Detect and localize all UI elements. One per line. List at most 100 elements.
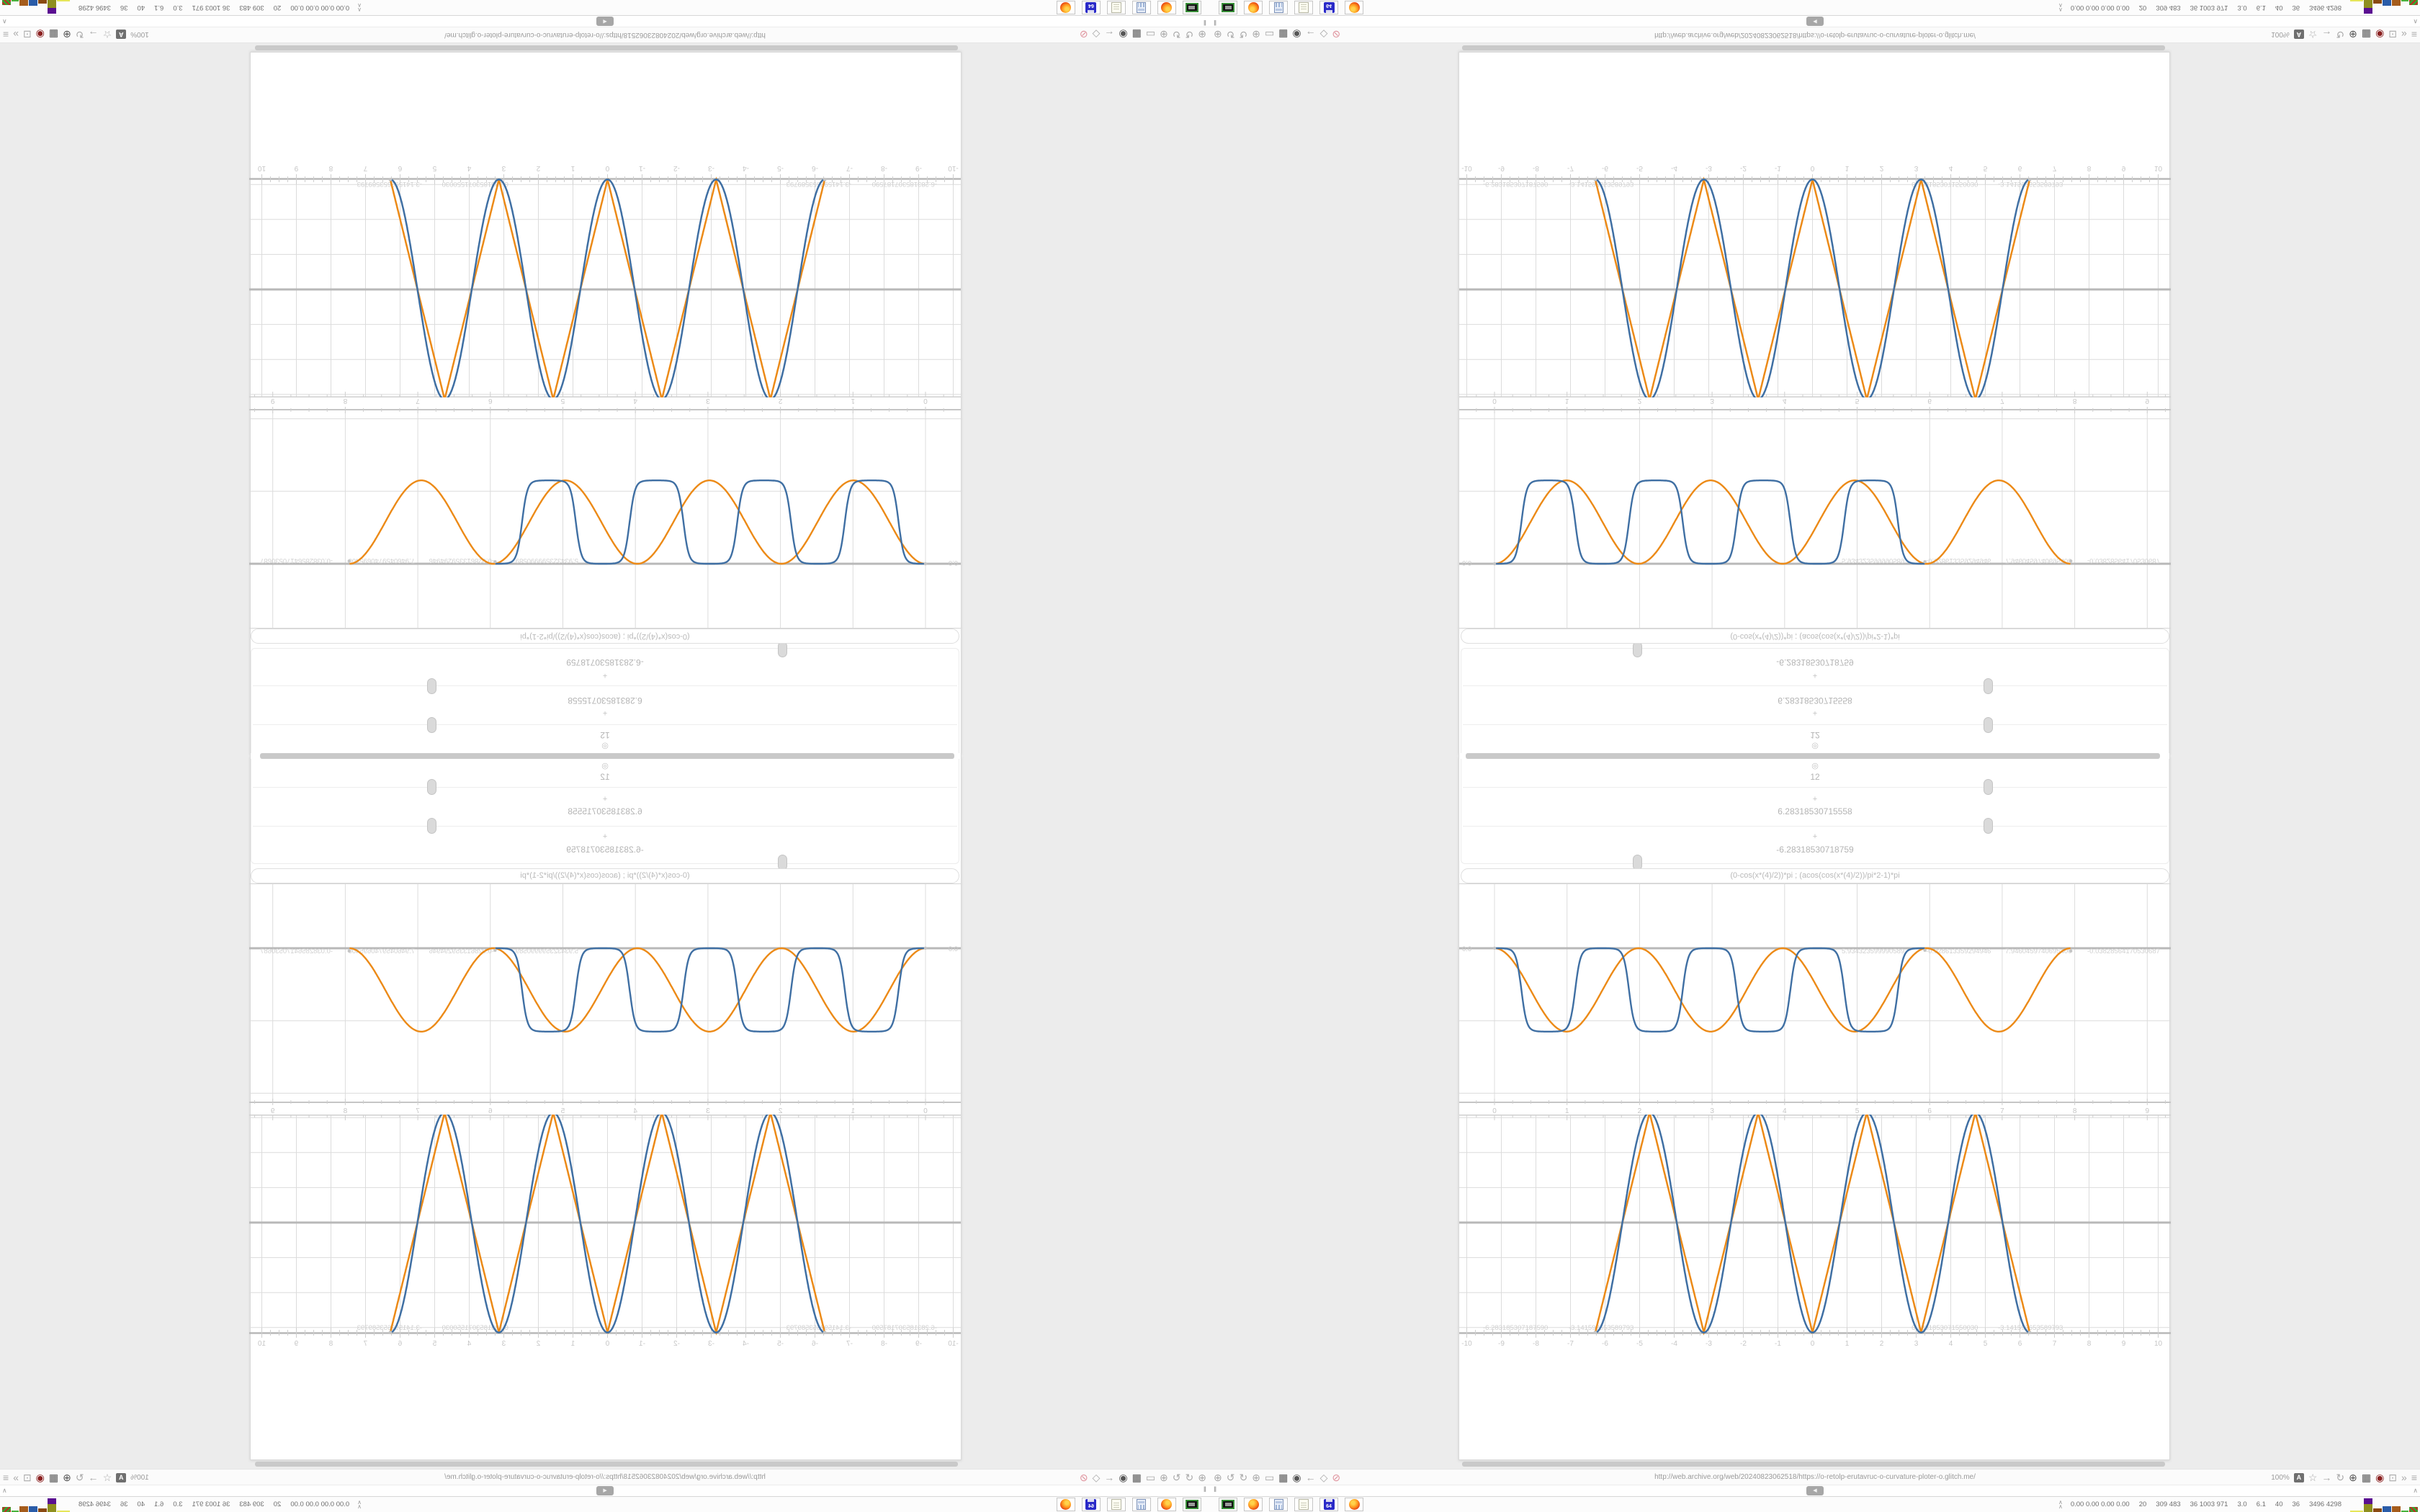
globe-plus-icon[interactable]: ⊕ xyxy=(1252,1472,1260,1483)
expand-chevron-icon[interactable]: ∧ ∧ xyxy=(2058,2,2062,14)
pause-bars-icon[interactable]: ‖ xyxy=(1214,18,1217,26)
puzzle-icon[interactable]: ⊡ xyxy=(22,1472,32,1483)
star-icon[interactable]: ☆ xyxy=(102,1472,112,1483)
pause-bars-icon[interactable]: ‖ xyxy=(1203,1486,1206,1494)
shield-outline-icon[interactable]: ◇ xyxy=(1092,29,1101,40)
translate-icon[interactable]: A xyxy=(116,30,127,40)
wave-graph-lower[interactable]: -10-9-8-7-6-5-4-3-2-1012345678910-6.2831… xyxy=(249,137,961,397)
formula-input[interactable]: (0-cos(x*(4)/2))*pi ; (acos(cos(x*(4)/2)… xyxy=(251,868,959,883)
taskbar-app-firefox[interactable] xyxy=(1157,1,1176,14)
taskbar-app-calculator[interactable] xyxy=(1132,1498,1151,1511)
globe-icon[interactable]: ⊕ xyxy=(63,29,71,40)
no-bookmark-icon[interactable]: ⊘ xyxy=(1079,29,1088,40)
gauge-right-icon[interactable]: ↻ xyxy=(1172,1472,1181,1483)
forward-arrow-icon[interactable]: → xyxy=(2321,1472,2332,1483)
folder-icon[interactable]: ▭ xyxy=(1264,29,1275,40)
folder-icon[interactable]: ▭ xyxy=(1145,29,1156,40)
taskbar-app-terminal[interactable] xyxy=(1219,1,1237,14)
slider-knob-1[interactable] xyxy=(1984,779,1993,795)
puzzle-icon[interactable]: ⊡ xyxy=(22,29,32,40)
formula-input[interactable]: (0-cos(x*(4)/2))*pi ; (acos(cos(x*(4)/2)… xyxy=(1461,868,2169,883)
taskbar-app-firefox[interactable] xyxy=(1244,1498,1263,1511)
taskbar-app-notepad[interactable] xyxy=(1107,1,1126,14)
url-bar[interactable]: http://web.archive.org/web/2024082306251… xyxy=(444,1473,766,1481)
globe-plus-icon[interactable]: ⊕ xyxy=(1160,29,1168,40)
segments-value[interactable]: 12 xyxy=(1810,772,1820,782)
gauge-right-icon[interactable]: ↻ xyxy=(1239,1472,1248,1483)
pause-bars-icon[interactable]: ‖ xyxy=(1203,18,1206,26)
wave-graph-upper[interactable]: 0 1 2 3 4 5 6 7 8 9 0.0 5.934323599990589 -0.0286133… xyxy=(1459,883,2171,1115)
collapse-chevron-icon[interactable]: ∧ xyxy=(2,18,7,25)
slider-knob-1[interactable] xyxy=(427,717,436,733)
horizontal-scrollbar[interactable] xyxy=(1462,1462,2165,1467)
segments-value[interactable]: 12 xyxy=(600,772,610,782)
puzzle-icon[interactable]: ⊡ xyxy=(2388,1472,2398,1483)
expand-chevron-icon[interactable]: ∧ ∧ xyxy=(2058,1498,2063,1510)
translate-icon[interactable]: A xyxy=(2293,30,2304,40)
shield-outline-icon[interactable]: ◇ xyxy=(1319,29,1328,40)
folder-icon[interactable]: ▭ xyxy=(1145,1472,1156,1483)
zoom-circle-icon[interactable]: ⊕ xyxy=(1214,1472,1222,1483)
overflow-chevrons-icon[interactable]: » xyxy=(13,29,19,40)
gauge-left-icon[interactable]: ↺ xyxy=(1185,29,1194,40)
globe-plus-icon[interactable]: ⊕ xyxy=(1252,29,1260,40)
taskbar-app-calculator[interactable] xyxy=(1269,1498,1288,1511)
horizontal-scrollbar[interactable] xyxy=(255,1462,958,1467)
overflow-chevrons-icon[interactable]: » xyxy=(2401,1472,2407,1483)
trash-icon-2[interactable]: ▦ xyxy=(2361,1472,2372,1483)
upper-bound-value[interactable]: 6.28318530715558 xyxy=(1778,806,1852,816)
collapse-chevron-icon[interactable]: ∧ xyxy=(2,1487,7,1494)
reload-icon[interactable]: ↻ xyxy=(75,29,84,40)
badge-icon[interactable]: ◉ xyxy=(1292,29,1301,40)
formula-input[interactable]: (0-cos(x*(4)/2))*pi ; (acos(cos(x*(4)/2)… xyxy=(251,629,959,644)
gauge-left-icon[interactable]: ↺ xyxy=(1226,1472,1235,1483)
wave-graph-upper[interactable]: 0 1 2 3 4 5 6 7 8 9 0.0 5.934323599990589 -0.0286133… xyxy=(249,397,961,629)
folder-icon[interactable]: ▭ xyxy=(1264,1472,1275,1483)
menu-icon[interactable]: ≡ xyxy=(2411,1472,2417,1483)
shield-alert-icon[interactable]: ◉ xyxy=(35,1472,45,1483)
back-arrow-icon[interactable]: ← xyxy=(1104,1472,1115,1483)
lower-bound-value[interactable]: -6.28318530718759 xyxy=(1776,657,1854,667)
star-icon[interactable]: ☆ xyxy=(2308,1472,2318,1483)
taskbar-app-firefox[interactable] xyxy=(1157,1498,1176,1511)
taskbar-app-calculator[interactable] xyxy=(1269,1,1288,14)
media-badge-icon[interactable]: ◀ xyxy=(1806,1486,1824,1495)
translate-icon[interactable]: A xyxy=(2293,1472,2304,1482)
trash-icon-2[interactable]: ▦ xyxy=(2361,29,2372,40)
zoom-level[interactable]: 100% xyxy=(2271,30,2290,39)
horizontal-scrollbar[interactable] xyxy=(1462,45,2165,50)
slider-knob-3[interactable] xyxy=(1633,642,1642,657)
overflow-chevrons-icon[interactable]: » xyxy=(2401,29,2407,40)
star-icon[interactable]: ☆ xyxy=(2308,29,2318,40)
menu-icon[interactable]: ≡ xyxy=(3,1472,9,1483)
page-top-scrollbar[interactable] xyxy=(260,753,954,756)
taskbar-app-terminal[interactable] xyxy=(1183,1498,1201,1511)
upper-bound-value[interactable]: 6.28318530715558 xyxy=(568,696,642,706)
shield-outline-icon[interactable]: ◇ xyxy=(1319,1472,1328,1483)
taskbar-app-terminal[interactable] xyxy=(1219,1498,1237,1511)
taskbar-app-firefox[interactable] xyxy=(1345,1,1363,14)
slider-knob-1[interactable] xyxy=(427,779,436,795)
segments-value[interactable]: 12 xyxy=(600,730,610,740)
collapse-chevron-icon[interactable]: ∧ xyxy=(2413,18,2418,25)
back-arrow-icon[interactable]: ← xyxy=(1104,29,1115,40)
zoom-circle-icon[interactable]: ⊕ xyxy=(1214,29,1222,40)
upper-bound-value[interactable]: 6.28318530715558 xyxy=(568,806,642,816)
translate-icon[interactable]: A xyxy=(116,1472,127,1482)
page-top-scrollbar[interactable] xyxy=(1466,753,2160,756)
zoom-level[interactable]: 100% xyxy=(130,1473,149,1482)
reload-icon[interactable]: ↻ xyxy=(75,1472,84,1483)
back-arrow-icon[interactable]: ← xyxy=(1305,1472,1316,1483)
pause-bars-icon[interactable]: ‖ xyxy=(1214,1486,1217,1494)
puzzle-icon[interactable]: ⊡ xyxy=(2388,29,2398,40)
url-bar[interactable]: http://web.archive.org/web/2024082306251… xyxy=(1654,31,1976,39)
horizontal-scrollbar[interactable] xyxy=(255,45,958,50)
segments-value[interactable]: 12 xyxy=(1810,730,1820,740)
globe-icon[interactable]: ⊕ xyxy=(2349,29,2357,40)
taskbar-app-firefox[interactable] xyxy=(1345,1498,1363,1511)
media-badge-icon[interactable]: ◀ xyxy=(1806,17,1824,26)
trash-icon[interactable]: ▦ xyxy=(1278,29,1289,40)
zoom-level[interactable]: 100% xyxy=(130,30,149,39)
